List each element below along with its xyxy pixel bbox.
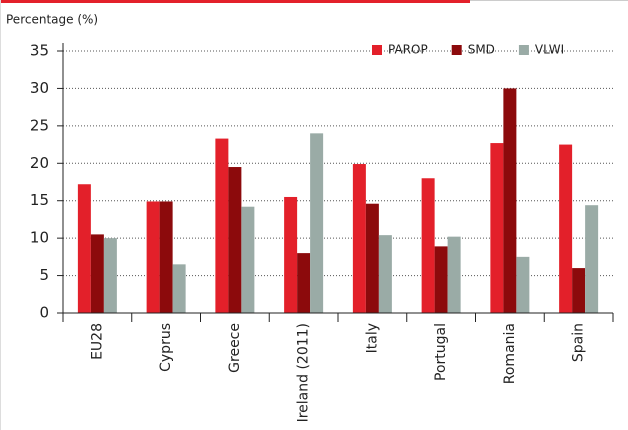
bar — [241, 206, 255, 313]
legend-label: VLWI — [535, 43, 564, 57]
top-rule — [0, 0, 470, 3]
bar — [103, 238, 117, 313]
legend-swatch — [372, 45, 382, 55]
bar — [490, 143, 504, 313]
bar — [434, 246, 448, 313]
x-tick-label: EU28 — [89, 323, 105, 360]
x-tick-label: Ireland (2011) — [296, 323, 312, 422]
legend-swatch — [451, 45, 462, 55]
bar — [284, 196, 298, 313]
bar — [365, 203, 379, 313]
y-axis-label: Percentage (%) — [6, 13, 98, 27]
bar — [516, 256, 530, 313]
top-rule-gray — [470, 0, 628, 1]
bar — [90, 234, 104, 313]
bar — [77, 184, 91, 313]
bar — [215, 138, 229, 313]
legend-label: PAROP — [388, 43, 428, 57]
bar — [159, 201, 173, 313]
y-tick-label: 15 — [30, 191, 49, 209]
y-tick-label: 5 — [39, 266, 49, 284]
bar — [421, 178, 435, 313]
bar — [310, 133, 324, 313]
bar — [228, 167, 242, 313]
y-tick-label: 30 — [30, 79, 49, 97]
x-tick-label: Spain — [571, 323, 587, 362]
y-tick-label: 0 — [39, 304, 49, 322]
x-tick-label: Italy — [364, 323, 380, 353]
bar — [503, 88, 517, 313]
x-tick-label: Greece — [227, 323, 243, 373]
x-tick-label: Cyprus — [158, 323, 174, 372]
bar — [172, 264, 186, 313]
x-tick-label: Portugal — [433, 323, 449, 381]
bar — [352, 164, 366, 313]
bar — [297, 253, 311, 313]
bar — [447, 236, 461, 313]
y-tick-label: 10 — [30, 229, 49, 247]
bar — [572, 268, 586, 313]
legend-swatch — [518, 45, 529, 55]
bar — [559, 144, 573, 313]
bar — [146, 201, 160, 313]
y-tick-label: 20 — [30, 154, 49, 172]
bar — [585, 205, 599, 313]
y-tick-label: 25 — [30, 116, 49, 134]
bar — [378, 235, 392, 313]
y-tick-label: 35 — [30, 42, 49, 60]
legend-label: SMD — [468, 43, 495, 57]
x-tick-label: Romania — [502, 323, 518, 384]
